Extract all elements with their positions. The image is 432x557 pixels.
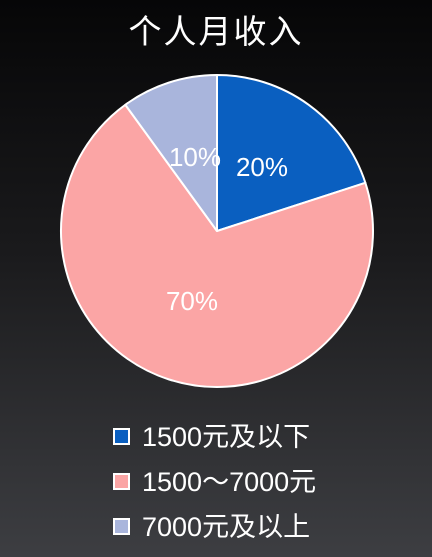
slice-label: 20% [236,152,288,182]
pie-slice [60,103,374,388]
legend-swatch-icon [113,473,130,490]
legend-label: 7000元及以上 [142,511,311,542]
legend-label: 1500元及以下 [142,421,311,452]
slice-label: 10% [169,142,221,172]
legend-item: 1500～7000元 [113,459,316,504]
pie-chart: 20% 70% 10% [60,74,374,388]
pie-slice [124,74,218,232]
legend-item: 1500元及以下 [113,414,316,459]
legend-label: 1500～7000元 [142,466,317,497]
legend-item: 7000元及以上 [113,504,316,549]
slice-label: 70% [166,286,218,316]
pie-slice [216,74,367,232]
chart-title: 个人月收入 [128,12,304,51]
legend-swatch-icon [113,518,130,535]
legend-swatch-icon [113,428,130,445]
legend: 1500元及以下 1500～7000元 7000元及以上 [113,414,316,549]
